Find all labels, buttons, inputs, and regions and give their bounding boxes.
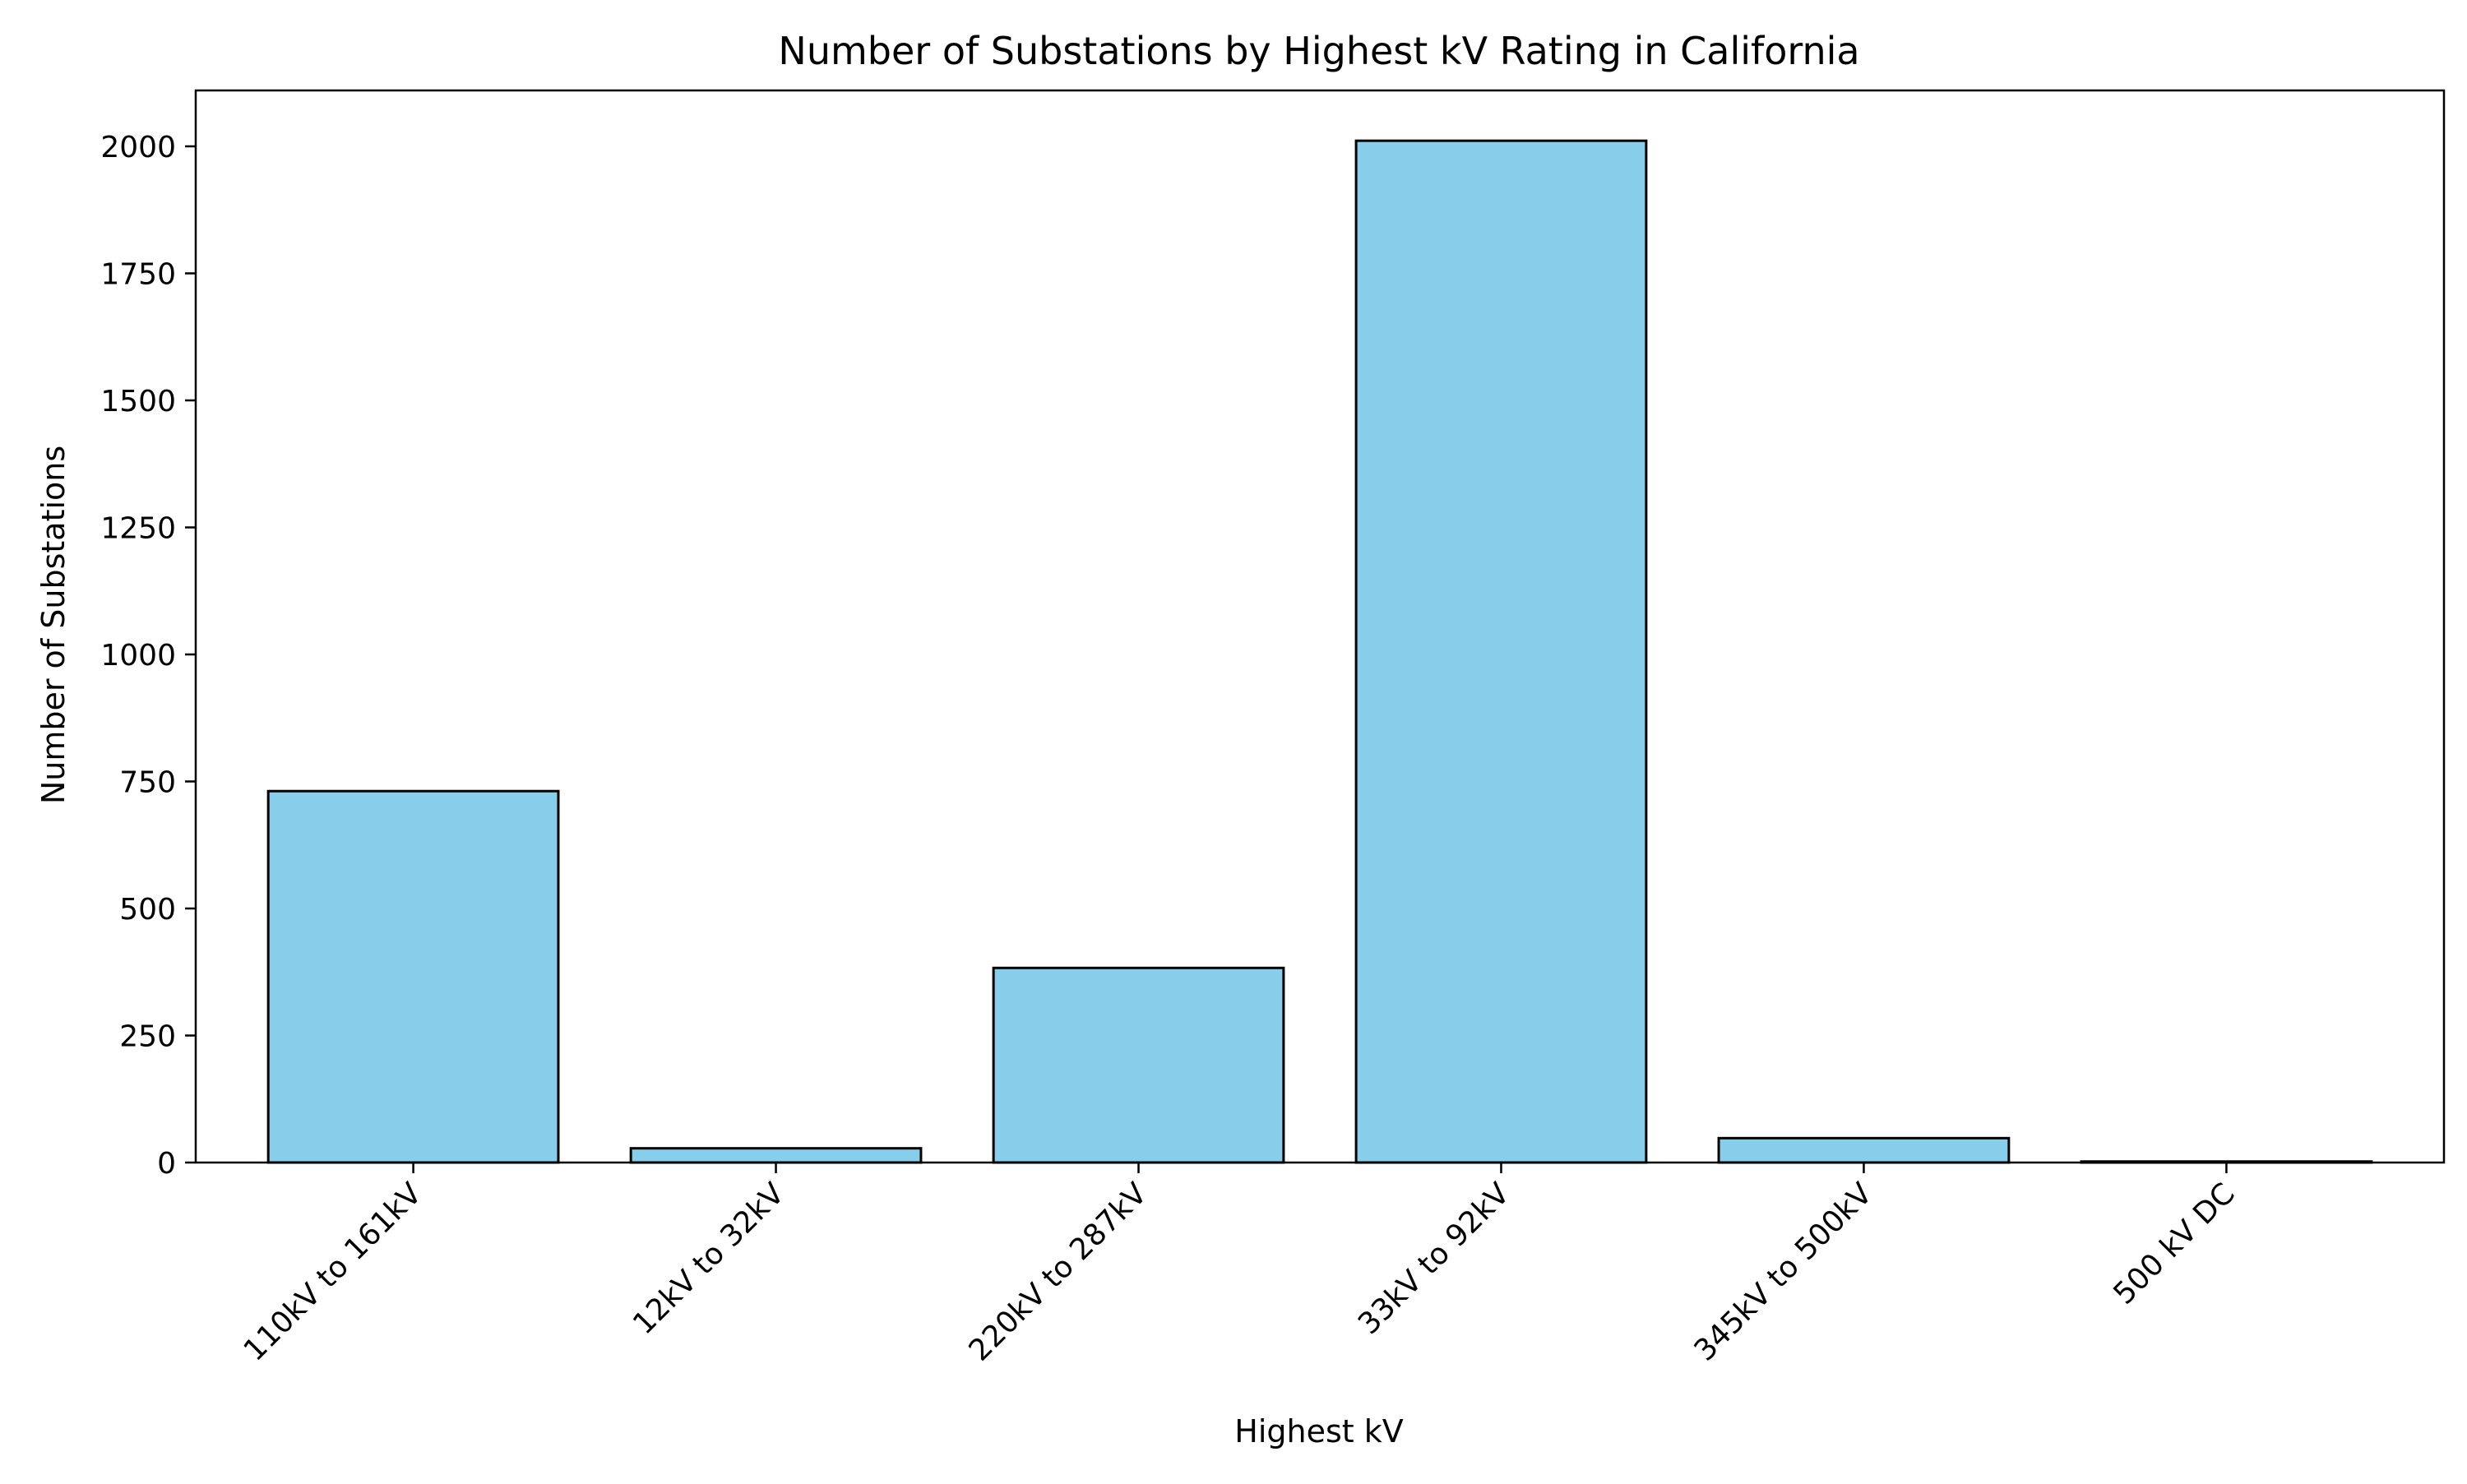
- bar: [629, 1147, 923, 1164]
- bar: [992, 966, 1285, 1164]
- x-tick-label: 220kV to 287kV: [963, 1177, 1154, 1367]
- x-tick-label: 500 kV DC: [2107, 1177, 2241, 1311]
- x-tick-label: 12kV to 32kV: [627, 1177, 791, 1341]
- bar: [1717, 1136, 2011, 1164]
- y-tick-label: 2000: [100, 131, 176, 164]
- y-tick-label: 1750: [100, 257, 176, 291]
- bar: [1354, 139, 1648, 1164]
- x-tick-label: 33kV to 92kV: [1352, 1177, 1516, 1341]
- plot-area: 0 250 500 750 1000 1250 1500 1750 2000 110kV to 1…: [100, 89, 2446, 1368]
- plot-frame: [194, 89, 2446, 1164]
- y-tick-label: 1000: [100, 639, 176, 673]
- chart-title: Number of Substations by Highest kV Rati…: [778, 29, 1859, 73]
- x-tick-label: 345kV to 500kV: [1688, 1177, 1879, 1367]
- x-tick-label: 110kV to 161kV: [238, 1177, 428, 1367]
- y-tick-label: 500: [119, 893, 176, 927]
- y-tick-label: 750: [119, 765, 176, 799]
- x-axis-label: Highest kV: [1234, 1413, 1404, 1449]
- y-tick-label: 250: [119, 1019, 176, 1053]
- y-tick-label: 0: [157, 1147, 176, 1181]
- y-axis-label: Number of Substations: [35, 446, 72, 804]
- bar: [266, 789, 560, 1164]
- y-tick-label: 1250: [100, 511, 176, 545]
- y-tick-label: 1500: [100, 385, 176, 418]
